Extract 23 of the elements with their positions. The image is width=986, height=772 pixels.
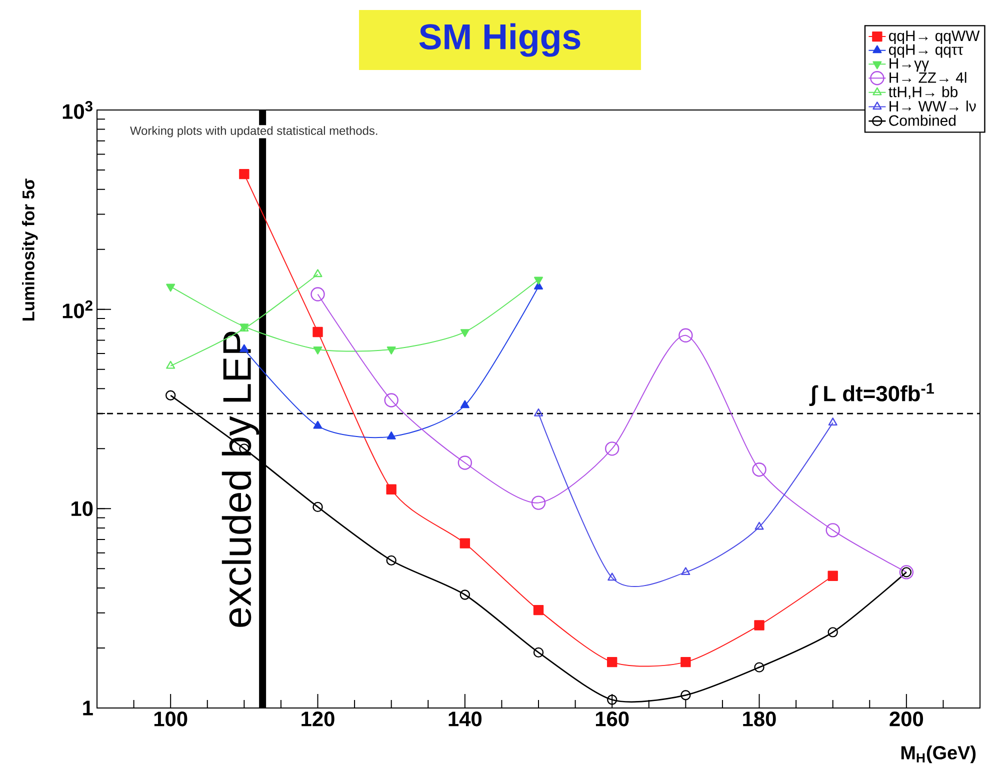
x-tick-label: 140: [448, 712, 482, 726]
legend-label: qqH→ qqWW: [889, 30, 980, 44]
legend-label: H→ ZZ→ 4l: [890, 72, 966, 83]
annotation: Working plots with updated statistical methods.: [130, 126, 378, 138]
y-tick-label: 10$^{2}$: [62, 300, 92, 318]
x-tick-label: 180: [743, 712, 776, 726]
x-axis-title: M$_{H}$(GeV): [901, 746, 976, 764]
legend-label: qqH→ qqττ: [889, 44, 964, 58]
x-tick-label: 120: [302, 712, 334, 726]
y-tick-label: 1: [83, 700, 93, 716]
legend-label: H→γγ: [890, 58, 929, 72]
legend-label: H→ WW→ lν: [890, 100, 976, 112]
x-tick-label: 100: [154, 712, 188, 726]
x-tick-label: 160: [596, 712, 629, 726]
ref-line-label: excluded by LEP: [222, 332, 260, 627]
legend-label: Combined: [889, 114, 956, 126]
y-tick-label: 10: [72, 501, 93, 516]
y-tick-label: 10$^{3}$: [62, 101, 92, 119]
y-axis-title: Luminosity for 5σ: [22, 178, 38, 320]
ref-line-label: ∫ L dt=30fb$^{-1}$: [809, 383, 934, 406]
x-tick-label: 200: [890, 712, 924, 726]
chart-title: SM Higgs: [419, 23, 580, 57]
legend-label: ttH,H→ bb: [888, 86, 958, 99]
